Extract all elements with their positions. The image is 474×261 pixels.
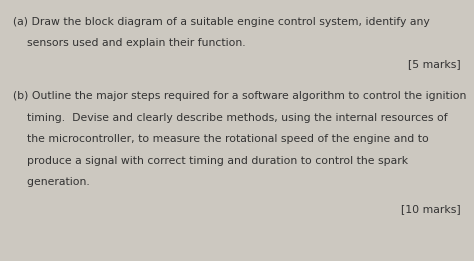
Text: produce a signal with correct timing and duration to control the spark: produce a signal with correct timing and…: [13, 156, 409, 165]
Text: (a) Draw the block diagram of a suitable engine control system, identify any: (a) Draw the block diagram of a suitable…: [13, 17, 430, 27]
Text: [10 marks]: [10 marks]: [401, 204, 461, 214]
Text: (b) Outline the major steps required for a software algorithm to control the ign: (b) Outline the major steps required for…: [13, 91, 466, 101]
Text: timing.  Devise and clearly describe methods, using the internal resources of: timing. Devise and clearly describe meth…: [13, 113, 448, 123]
Text: [5 marks]: [5 marks]: [408, 59, 461, 69]
Text: the microcontroller, to measure the rotational speed of the engine and to: the microcontroller, to measure the rota…: [13, 134, 429, 144]
Text: sensors used and explain their function.: sensors used and explain their function.: [13, 38, 246, 48]
Text: generation.: generation.: [13, 177, 90, 187]
